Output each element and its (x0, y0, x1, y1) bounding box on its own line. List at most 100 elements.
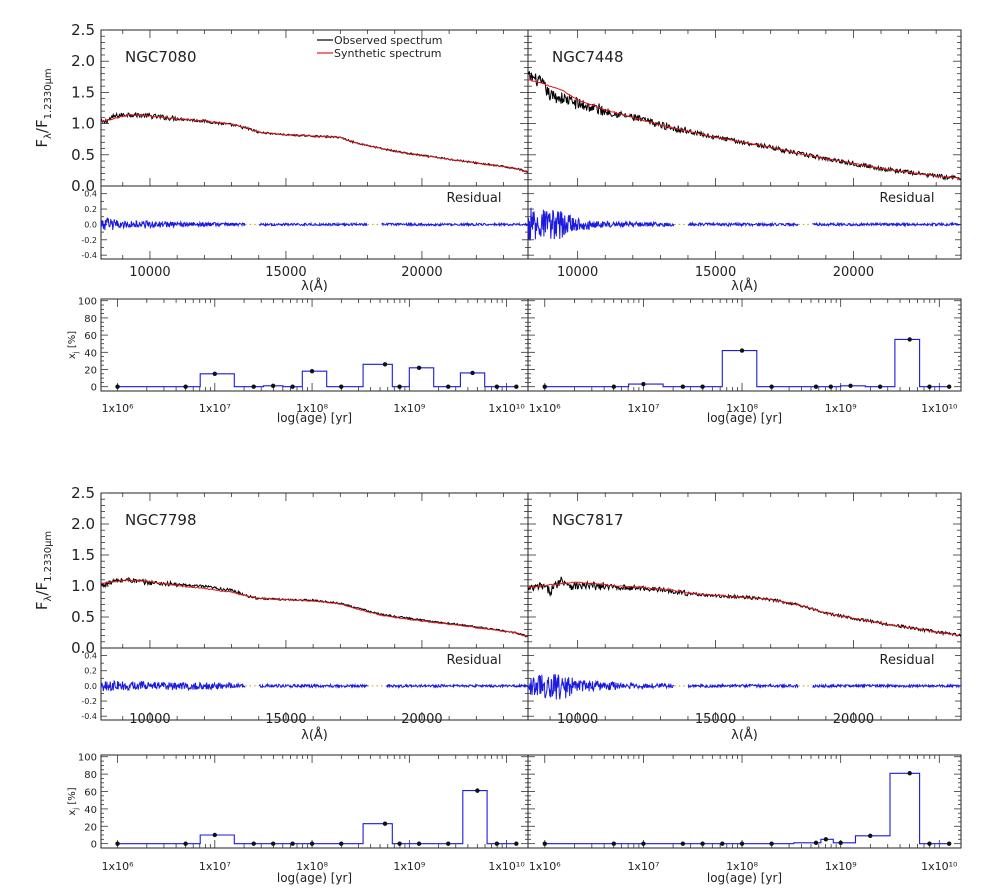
residual-y-tick-label: -0.4 (81, 712, 97, 721)
age-axis: 1x10⁶ 1x10⁷ 1x10⁸ 1x10⁹ 1x10¹⁰ log(age) [yr] (102, 860, 526, 885)
sfh-step-line (117, 790, 517, 845)
wavelength-tick-label: 10000 (129, 712, 170, 727)
sfh-point (813, 840, 819, 845)
sfh-step-line (544, 772, 950, 845)
sfh-point (416, 841, 422, 846)
sfh-point (838, 840, 843, 845)
sfh-y-tick-label: 40 (84, 805, 97, 816)
sfh-point (251, 841, 256, 846)
flux-y-tick-label: 2.5 (71, 484, 95, 502)
flux-y-tick-label: 1.5 (71, 546, 95, 564)
wavelength-axis-label: λ(Å) (731, 278, 758, 294)
sfh-point (542, 841, 547, 846)
flux-y-ticks (101, 29, 528, 187)
flux-y-tick-label: 1.0 (71, 577, 95, 595)
sfh-point (382, 362, 388, 367)
age-tick-label: 1x10¹⁰ (488, 402, 525, 415)
sfh-point (611, 384, 617, 389)
wavelength-axis: 10000 15000 20000 λ(Å) (557, 265, 874, 294)
sfh-point (739, 348, 745, 353)
flux-y-axis-label: Fλ/F1.2330μm (33, 531, 54, 610)
wavelength-tick-label: 15000 (265, 712, 306, 727)
residual-y-tick-label: 0.2 (84, 205, 97, 214)
wavelength-axis: 10000 15000 20000 λ(Å) (557, 712, 874, 743)
wavelength-tick-label: 20000 (833, 265, 874, 280)
sfh-point (212, 832, 218, 838)
sfh-point (877, 384, 883, 389)
age-tick-label: 1x10⁷ (627, 402, 659, 415)
residual-y-tick-label: 0.0 (84, 682, 97, 691)
residual-y-tick-label: -0.4 (81, 251, 97, 260)
sfh-point (641, 841, 646, 846)
residual-y-tick-label: 0.2 (84, 667, 97, 676)
sfh-y-axis-label: xj [%] (67, 787, 80, 815)
sfh-point (494, 841, 500, 846)
sfh-y-tick-label: 100 (78, 753, 97, 764)
sfh-y-ticks (101, 300, 528, 388)
sfh-point (475, 788, 480, 793)
sfh-point (813, 384, 819, 389)
sfh-x-ticks (117, 299, 508, 391)
sfh-point (739, 841, 745, 846)
sfh-point (828, 384, 834, 389)
residual-label: Residual (880, 653, 935, 668)
sfh-point (514, 841, 519, 846)
sfh-point (183, 841, 188, 846)
residual-line (528, 674, 961, 700)
sfh-point (700, 384, 705, 389)
synthetic-spectrum-line (101, 113, 528, 173)
observed-spectrum-line (101, 576, 528, 638)
sfh-point (769, 384, 774, 389)
sfh-y-ticks (528, 756, 961, 845)
flux-x-ticks (549, 30, 937, 186)
sfh-point (212, 371, 218, 377)
residual-line (101, 217, 528, 231)
age-tick-label: 1x10¹⁰ (488, 860, 525, 873)
flux-y-axis-label: Fλ/F1.2330μm (33, 68, 54, 147)
age-axis: 1x10⁶ 1x10⁷ 1x10⁸ 1x10⁹ 1x10¹⁰ log(age) [yr] (529, 402, 958, 425)
flux-y-tick-label: 0.5 (71, 608, 95, 626)
sfh-point (542, 384, 547, 389)
age-axis-label: log(age) [yr] (707, 871, 782, 885)
synthetic-spectrum-line (528, 79, 960, 180)
sfh-y-tick-label: 40 (84, 348, 97, 359)
sfh-y-tick-label: 60 (84, 788, 97, 799)
sfh-point (946, 384, 952, 389)
residual-label: Residual (447, 653, 502, 668)
age-axis-label: log(age) [yr] (277, 871, 352, 885)
sfh-step-line (117, 363, 517, 388)
sfh-point (720, 841, 725, 846)
sfh-frame (100, 298, 529, 392)
sfh-point (115, 841, 120, 846)
residual-frame (527, 647, 962, 721)
sfh-point (290, 384, 295, 389)
residual-label: Residual (880, 191, 935, 206)
wavelength-tick-label: 20000 (401, 265, 442, 280)
age-axis-label: log(age) [yr] (277, 411, 352, 425)
sfh-point (251, 384, 256, 389)
wavelength-axis: 10000 15000 20000 λ(Å) (129, 265, 442, 294)
age-tick-label: 1x10⁶ (102, 860, 135, 873)
sfh-step-line (544, 338, 950, 388)
age-axis: 1x10⁶ 1x10⁷ 1x10⁸ 1x10⁹ 1x10¹⁰ log(age) [yr] (102, 402, 526, 425)
sfh-point (397, 841, 402, 846)
flux-x-ticks (122, 30, 504, 186)
wavelength-axis-label: λ(Å) (301, 278, 328, 294)
age-tick-label: 1x10⁹ (393, 402, 425, 415)
age-tick-label: 1x10⁶ (529, 860, 562, 873)
residual-x-ticks (549, 712, 937, 720)
sfh-y-tick-label: 0 (91, 840, 97, 851)
sfh-y-tick-label: 20 (84, 366, 97, 377)
sfh-point (927, 841, 932, 846)
residual-panel: Residual 10000 15000 20000 λ(Å) (527, 185, 962, 294)
sfh-point (446, 384, 451, 389)
residual-label: Residual (447, 191, 502, 206)
age-tick-label: 1x10⁹ (825, 402, 857, 415)
flux-panel: 0.0 0.5 1.0 1.5 2.0 2.5 Fλ/F1.2330μm NGC7080 Obs… (33, 21, 529, 195)
sfh-point (907, 337, 912, 342)
wavelength-tick-label: 10000 (129, 265, 170, 280)
residual-line (528, 207, 961, 241)
sfh-frame (100, 754, 529, 849)
sfh-panel: 1x10⁶ 1x10⁷ 1x10⁸ 1x10⁹ 1x10¹⁰ log(age) [yr] (527, 298, 962, 425)
residual-y-tick-label: -0.2 (81, 697, 97, 706)
